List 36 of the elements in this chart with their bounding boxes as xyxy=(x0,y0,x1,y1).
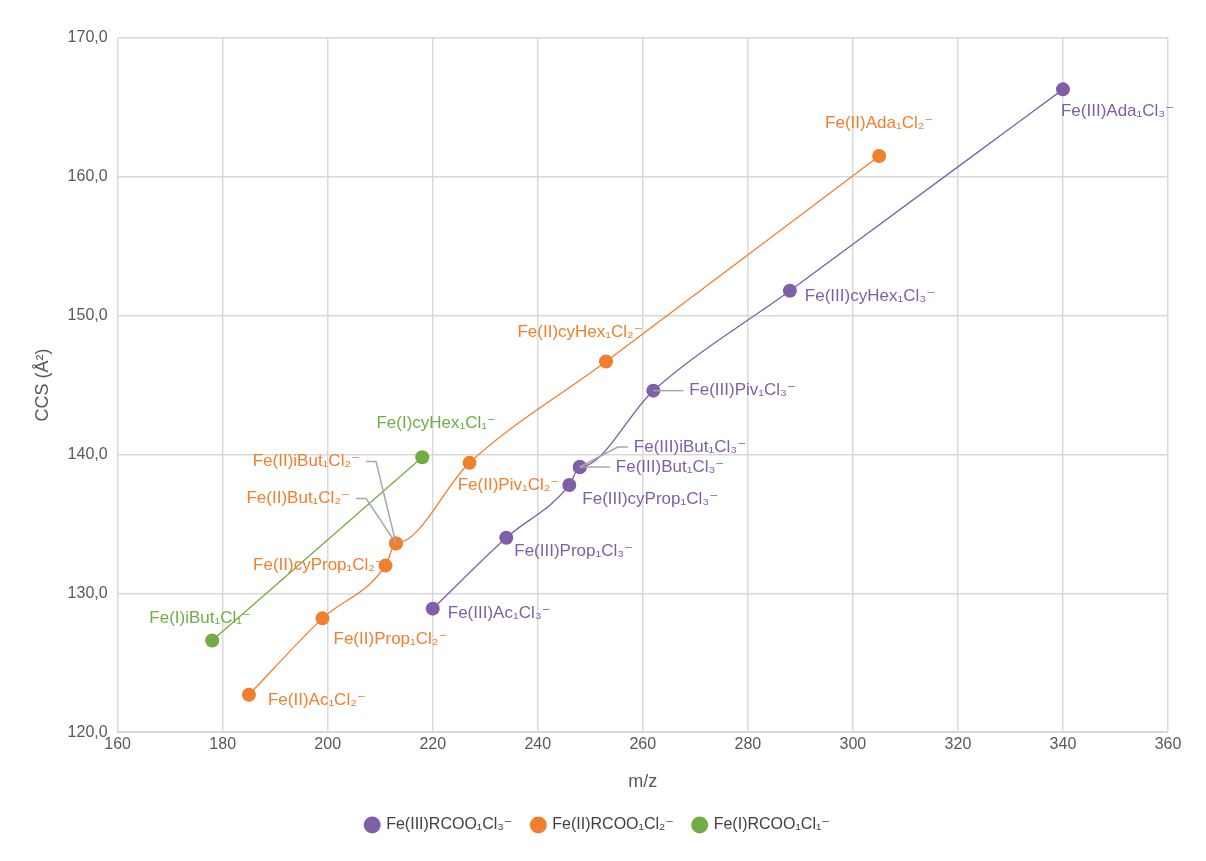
legend-label: Fe(II)RCOO₁Cl₂⁻ xyxy=(552,815,674,833)
x-tick-label: 260 xyxy=(629,735,657,753)
y-tick-label: 160,0 xyxy=(67,167,108,185)
annotation: Fe(III)cyHex₁Cl₃⁻ xyxy=(804,286,936,306)
annotation: Fe(II)Ac₁Cl₂⁻ xyxy=(267,690,366,710)
x-tick-label: 220 xyxy=(419,735,447,753)
x-tick-label: 300 xyxy=(839,735,867,753)
x-tick-label: 200 xyxy=(314,735,342,753)
annotation: Fe(II)cyHex₁Cl₂⁻ xyxy=(517,322,643,342)
annotation: Fe(II)Prop₁Cl₂⁻ xyxy=(333,629,448,649)
annotation: Fe(II)But₁Cl₂⁻ xyxy=(246,488,350,508)
y-tick-label: 150,0 xyxy=(67,306,108,324)
x-tick-label: 280 xyxy=(734,735,762,753)
annotation: Fe(III)cyProp₁Cl₃⁻ xyxy=(582,488,719,508)
x-tick-label: 180 xyxy=(209,735,237,753)
annotation: Fe(III)But₁Cl₃⁻ xyxy=(615,456,725,476)
annotation: Fe(II)Ada₁Cl₂⁻ xyxy=(825,112,934,132)
x-tick-label: 320 xyxy=(944,735,972,753)
annotation: Fe(III)Ada₁Cl₃⁻ xyxy=(1060,101,1175,121)
annotation: Fe(II)iBut₁Cl₂⁻ xyxy=(252,451,360,471)
annotation: Fe(II)Piv₁Cl₂⁻ xyxy=(457,474,560,494)
y-axis-title: CCS (Å²) xyxy=(31,348,52,422)
y-tick-label: 140,0 xyxy=(67,444,108,462)
x-axis-title: m/z xyxy=(628,771,658,792)
legend-label: Fe(I)RCOO₁Cl₁⁻ xyxy=(713,815,830,833)
annotation: Fe(III)Ac₁Cl₃⁻ xyxy=(447,603,551,623)
annotation: Fe(III)Piv₁Cl₃⁻ xyxy=(689,380,796,400)
x-tick-label: 240 xyxy=(524,735,552,753)
legend-label: Fe(III)RCOO₁Cl₃⁻ xyxy=(386,815,513,833)
y-tick-label: 170,0 xyxy=(67,28,108,46)
x-tick-label: 360 xyxy=(1154,735,1182,753)
annotation: Fe(III)iBut₁Cl₃⁻ xyxy=(633,436,747,456)
annotation: Fe(III)Prop₁Cl₃⁻ xyxy=(514,540,634,560)
y-tick-label: 130,0 xyxy=(67,583,108,601)
annotation: Fe(I)cyHex₁Cl₁⁻ xyxy=(376,412,497,432)
x-tick-label: 340 xyxy=(1049,735,1077,753)
